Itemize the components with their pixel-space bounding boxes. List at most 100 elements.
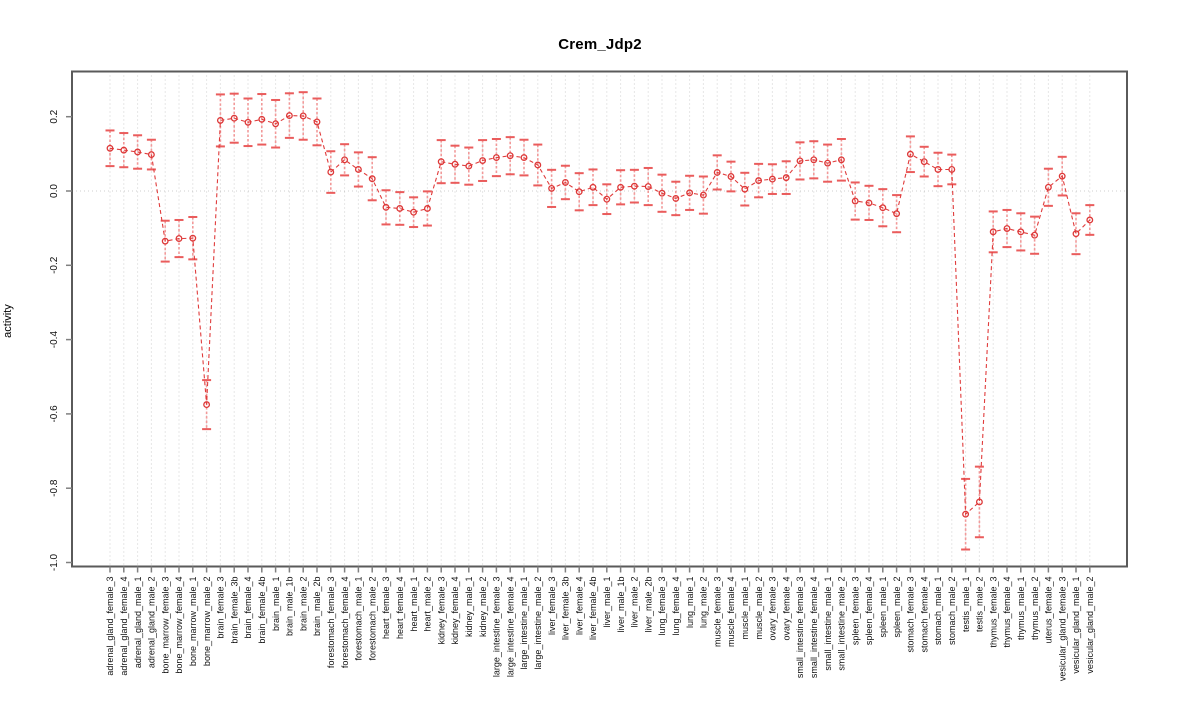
data-point bbox=[920, 158, 928, 166]
data-point bbox=[299, 112, 307, 120]
x-tick-label: ovary_female_4 bbox=[781, 577, 791, 641]
x-tick-label: liver_female_4b bbox=[588, 577, 598, 641]
x-tick-label: liver_female_4 bbox=[574, 577, 584, 636]
x-tick-label: brain_female_3b bbox=[229, 577, 239, 644]
data-point bbox=[741, 185, 749, 193]
data-point bbox=[865, 199, 873, 207]
x-gridlines bbox=[109, 71, 1091, 567]
x-tick-label: testis_male_1 bbox=[961, 577, 971, 633]
x-tick-label: ovary_female_3 bbox=[768, 577, 778, 641]
data-point bbox=[906, 150, 914, 158]
x-tick-label: forestomach_male_2 bbox=[367, 577, 377, 661]
data-point bbox=[934, 166, 942, 173]
data-point bbox=[341, 156, 349, 164]
x-tick-label: brain_female_4b bbox=[257, 577, 267, 644]
x-tick-label: heart_female_3 bbox=[381, 577, 391, 640]
data-point bbox=[479, 157, 487, 164]
x-tick-label: small_intestine_male_2 bbox=[837, 577, 847, 671]
x-tick-label: brain_female_3 bbox=[216, 577, 226, 639]
x-tick-label: lung_male_1 bbox=[685, 577, 695, 629]
data-point bbox=[492, 154, 500, 162]
x-tick-label: forestomach_male_1 bbox=[354, 577, 364, 661]
x-tick-label: heart_female_4 bbox=[395, 577, 405, 640]
x-tick-label: brain_male_2 bbox=[298, 577, 308, 632]
data-point bbox=[975, 498, 983, 506]
x-tick-label: muscle_male_1 bbox=[740, 577, 750, 640]
data-point bbox=[1044, 183, 1052, 191]
y-tick-label: 0.0 bbox=[49, 184, 60, 198]
data-point bbox=[465, 162, 473, 170]
x-tick-label: bone_marrow_female_3 bbox=[160, 577, 170, 674]
data-point bbox=[713, 168, 721, 176]
data-point bbox=[561, 179, 569, 186]
data-point bbox=[106, 144, 114, 152]
data-point bbox=[837, 156, 845, 164]
data-point bbox=[437, 158, 445, 166]
data-point bbox=[189, 234, 197, 242]
y-tick-label: -0.2 bbox=[49, 256, 60, 274]
data-point bbox=[672, 194, 680, 202]
x-tick-label: brain_female_4 bbox=[243, 577, 253, 639]
data-point bbox=[548, 184, 556, 192]
data-points bbox=[106, 112, 1094, 518]
data-point bbox=[575, 188, 583, 196]
data-point bbox=[879, 204, 887, 212]
x-tick-label: kidney_male_2 bbox=[478, 577, 488, 638]
data-point bbox=[313, 118, 321, 126]
x-tick-label: stomach_female_4 bbox=[919, 577, 929, 653]
data-point bbox=[1003, 225, 1011, 232]
data-point bbox=[161, 237, 169, 245]
data-point bbox=[534, 161, 542, 169]
x-tick-label: large_intestine_male_1 bbox=[519, 577, 529, 670]
data-point bbox=[451, 160, 459, 168]
data-point bbox=[382, 203, 390, 211]
chart-title: Crem_Jdp2 bbox=[558, 36, 642, 53]
x-tick-label: lung_female_3 bbox=[657, 577, 667, 636]
data-point bbox=[285, 112, 293, 120]
x-tick-label: liver_male_2b bbox=[643, 577, 653, 633]
x-tick-label: bone_marrow_male_1 bbox=[188, 577, 198, 667]
x-tick-label: lung_male_2 bbox=[699, 577, 709, 629]
data-point bbox=[1031, 231, 1039, 239]
x-tick-label: kidney_male_1 bbox=[464, 577, 474, 638]
x-tick-label: adrenal_gland_female_3 bbox=[105, 577, 115, 676]
data-point bbox=[989, 228, 997, 236]
x-tick-label: spleen_male_1 bbox=[878, 577, 888, 638]
x-tick-label: vesicular_gland_male_1 bbox=[1071, 577, 1081, 674]
x-tick-label: lung_female_4 bbox=[671, 577, 681, 636]
series-line bbox=[109, 115, 1091, 516]
data-point bbox=[699, 191, 707, 199]
data-point bbox=[962, 510, 970, 518]
x-tick-label: uterus_female_4 bbox=[1044, 577, 1054, 644]
data-point bbox=[327, 168, 335, 176]
x-axis: adrenal_gland_female_3 adrenal_gland_fema… bbox=[105, 566, 1095, 681]
data-point bbox=[396, 205, 404, 212]
data-point bbox=[272, 120, 280, 128]
x-tick-label: stomach_male_2 bbox=[947, 577, 957, 646]
x-tick-label: liver_female_3 bbox=[547, 577, 557, 636]
plot-frame bbox=[71, 70, 1128, 568]
x-tick-label: thymus_male_1 bbox=[1016, 577, 1026, 641]
x-tick-label: brain_male_2b bbox=[312, 577, 322, 637]
data-point bbox=[727, 173, 735, 180]
data-point bbox=[134, 148, 142, 156]
data-point bbox=[175, 235, 183, 243]
data-point bbox=[423, 205, 431, 212]
data-point bbox=[216, 116, 224, 124]
x-tick-label: small_intestine_female_4 bbox=[809, 577, 819, 679]
y-tick-label: -0.4 bbox=[49, 331, 60, 349]
error-bars bbox=[105, 91, 1095, 551]
y-tick-label: -0.8 bbox=[49, 479, 60, 497]
data-point bbox=[658, 189, 666, 197]
x-tick-label: liver_male_1 bbox=[602, 577, 612, 628]
x-tick-label: forestomach_female_3 bbox=[326, 577, 336, 669]
data-point bbox=[147, 151, 155, 159]
x-tick-label: liver_male_1b bbox=[616, 577, 626, 633]
data-point bbox=[506, 152, 514, 160]
data-point bbox=[1017, 228, 1025, 236]
data-point bbox=[230, 114, 238, 122]
data-point bbox=[1058, 172, 1066, 180]
data-point bbox=[520, 154, 528, 162]
x-tick-label: kidney_female_4 bbox=[450, 577, 460, 645]
